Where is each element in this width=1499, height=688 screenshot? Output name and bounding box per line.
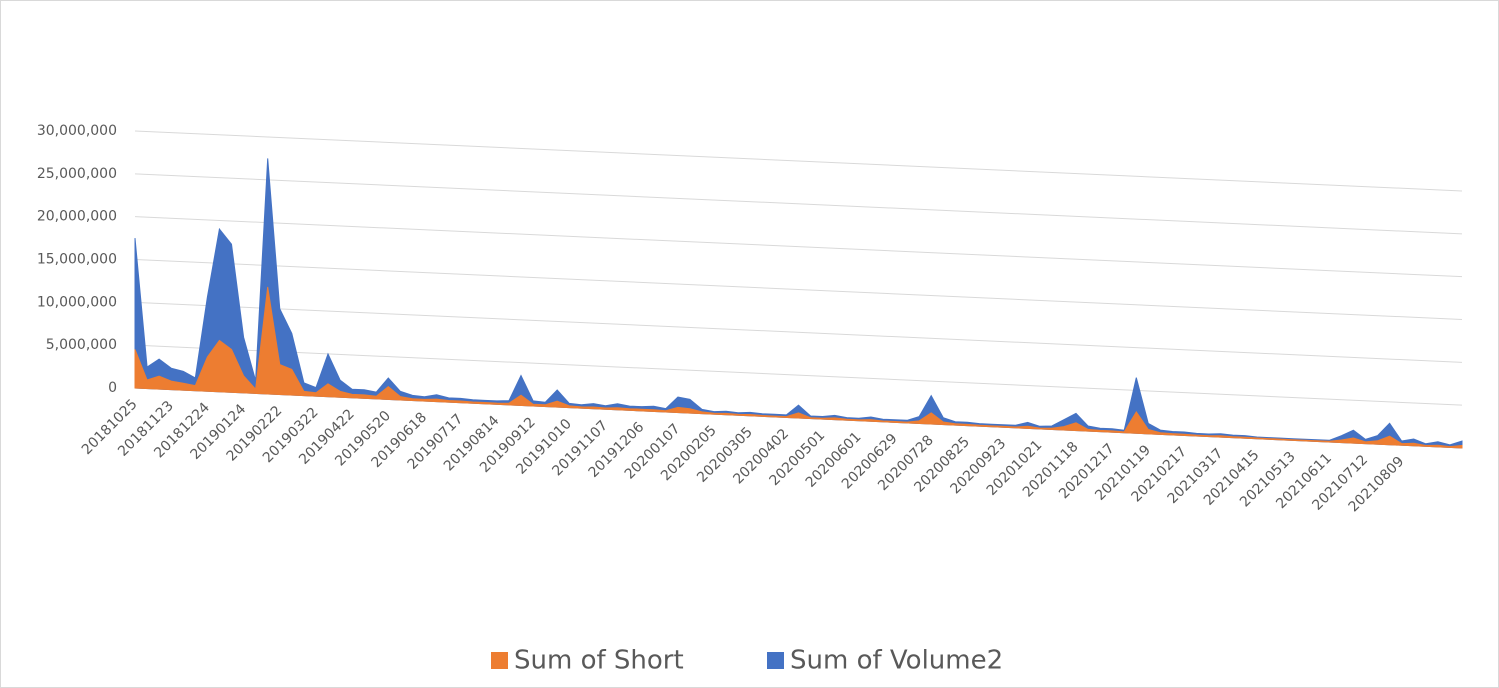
legend-label: Sum of Short [514,646,684,676]
y-tick-label: 15,000,000 [37,252,117,268]
y-tick-label: 25,000,000 [37,166,117,182]
y-tick-label: 20,000,000 [37,209,117,225]
grid-line [134,216,1463,278]
y-tick-label: 30,000,000 [37,123,117,139]
grid-line [134,130,1463,192]
y-tick-label: 0 [108,380,117,396]
grid-line [134,259,1463,320]
area [134,286,1463,449]
grid-line [134,344,1463,406]
legend-label: Sum of Volume2 [790,646,1003,676]
legend-swatch [767,652,784,669]
grid-line [134,301,1463,363]
area [134,158,1463,449]
grid-line [134,173,1463,235]
y-tick-label: 5,000,000 [46,337,117,353]
legend: Sum of Short Sum of Volume2 [491,646,1003,676]
plot-area [134,158,1463,449]
legend-swatch [491,652,508,669]
y-tick-label: 10,000,000 [37,294,117,310]
